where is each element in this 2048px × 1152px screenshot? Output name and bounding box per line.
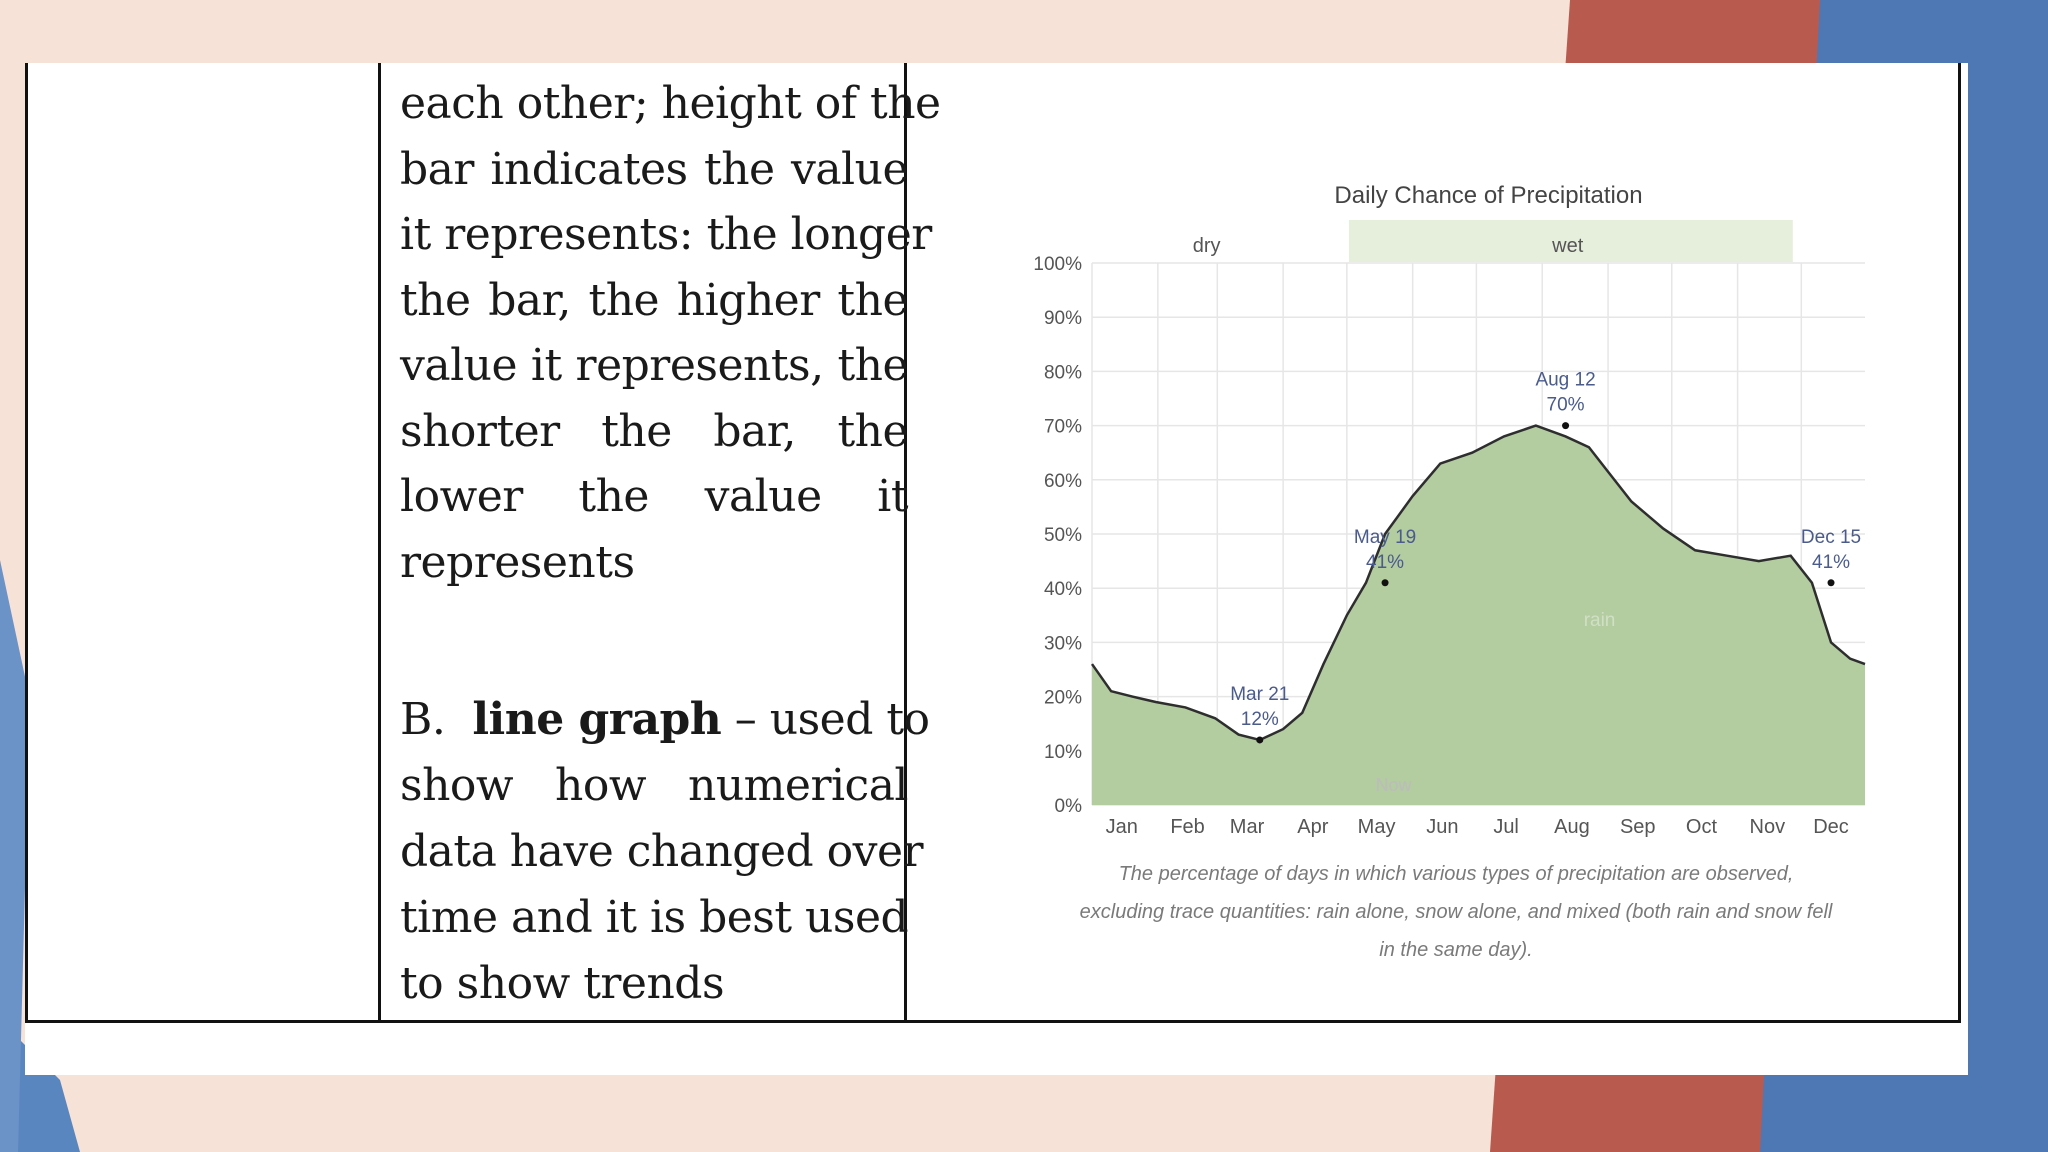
x-tick-label: Dec	[1813, 816, 1849, 838]
season-label-wet: wet	[1551, 235, 1584, 257]
text-line: lower the value it	[400, 471, 909, 522]
x-tick-label: Nov	[1750, 816, 1786, 838]
x-tick-label: Mar	[1230, 816, 1265, 838]
annotation-point	[1381, 579, 1389, 587]
text-line: time and it is best used	[400, 892, 909, 943]
annotation-date: May 19	[1354, 527, 1416, 548]
annotation-value: 70%	[1547, 395, 1585, 416]
annotation-point	[1827, 579, 1835, 587]
term-definition-start: – used to	[721, 694, 930, 745]
text-line: the bar, the higher the	[400, 274, 909, 326]
text-line: value it represents, the	[400, 340, 909, 391]
x-tick-label: Jan	[1106, 816, 1138, 838]
x-tick-label: Oct	[1686, 816, 1718, 838]
annotation-value: 12%	[1241, 709, 1279, 730]
wet-season-band	[1348, 220, 1793, 262]
rain-area	[1092, 425, 1865, 805]
now-label: Now	[1376, 775, 1413, 795]
text-line: to show trends	[400, 958, 725, 1009]
line-graph-description: B. line graph – used to show how numeric…	[400, 687, 930, 1017]
bar-graph-description: each other; height of the bar indicates …	[400, 71, 941, 595]
y-tick-label: 80%	[1044, 362, 1082, 383]
annotation-point	[1562, 422, 1570, 430]
chart-canvas: Daily Chance of Precipitation dry wet 0% 10%…	[1033, 182, 1866, 838]
annotation-value: 41%	[1812, 552, 1850, 573]
y-tick-label: 10%	[1044, 742, 1082, 763]
term-line-graph: line graph	[472, 694, 722, 745]
chart-caption: The percentage of days in which various …	[1079, 863, 1833, 961]
season-label-dry: dry	[1193, 235, 1221, 257]
item-letter: B.	[400, 694, 446, 745]
text-line: show how numerical	[400, 760, 909, 811]
table	[25, 63, 1961, 1023]
y-tick-label: 100%	[1033, 254, 1082, 275]
x-tick-label: Feb	[1170, 816, 1204, 838]
chart-title: Daily Chance of Precipitation	[1334, 182, 1642, 209]
precipitation-chart: Daily Chance of Precipitation dry wet 0% 10%…	[1000, 63, 1900, 963]
text-line: represents	[400, 536, 635, 588]
text-line: shorter the bar, the	[400, 405, 909, 457]
table-divider-1	[378, 63, 381, 1020]
text-line: B. line graph – used to	[400, 687, 930, 753]
annotation-value: 41%	[1366, 552, 1404, 573]
text-line: data have changed over	[400, 826, 924, 877]
annotation-date: Mar 21	[1230, 684, 1289, 705]
y-tick-label: 20%	[1044, 688, 1082, 709]
x-tick-label: Aug	[1554, 816, 1590, 838]
y-tick-label: 90%	[1044, 308, 1082, 329]
x-tick-label: Jun	[1426, 816, 1458, 838]
y-tick-label: 0%	[1055, 796, 1083, 817]
x-tick-label: Sep	[1620, 816, 1656, 838]
y-tick-label: 40%	[1044, 579, 1082, 600]
y-tick-label: 60%	[1044, 471, 1082, 492]
x-tick-label: Jul	[1493, 816, 1519, 838]
y-tick-label: 70%	[1044, 417, 1082, 438]
slide-content: each other; height of the bar indicates …	[25, 63, 1968, 1075]
annotation-point	[1256, 736, 1264, 744]
x-tick-label: May	[1358, 816, 1396, 838]
text-line: it represents: the longer	[400, 209, 932, 260]
text-line: bar indicates the value	[400, 143, 909, 195]
table-divider-2	[904, 63, 907, 1020]
area-label: rain	[1584, 610, 1616, 631]
annotation-date: Aug 12	[1535, 370, 1595, 391]
text-line: each other; height of the	[400, 78, 941, 129]
y-tick-label: 30%	[1044, 633, 1082, 654]
x-tick-label: Apr	[1297, 816, 1328, 838]
y-tick-label: 50%	[1044, 525, 1082, 546]
rain-line	[1090, 424, 1866, 742]
annotation-date: Dec 15	[1801, 527, 1861, 548]
